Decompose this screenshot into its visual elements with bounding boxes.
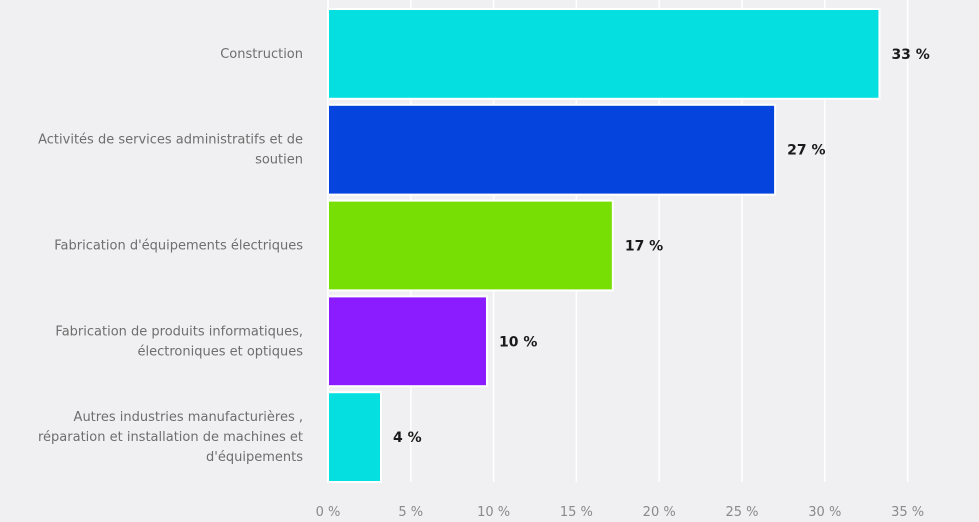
- x-tick-label: 5 %: [398, 505, 423, 520]
- category-label-line: Fabrication d'équipements électriques: [54, 239, 303, 254]
- x-tick-label: 30 %: [808, 505, 841, 520]
- category-label-line: soutien: [255, 153, 303, 168]
- category-label: Activités de services administratifs et …: [38, 133, 303, 168]
- bars: [327, 8, 881, 484]
- category-label-line: électroniques et optiques: [137, 344, 303, 359]
- data-label: 4 %: [393, 430, 422, 446]
- category-label: Construction: [220, 47, 303, 62]
- x-tick-label: 10 %: [477, 505, 510, 520]
- bar: [327, 199, 614, 292]
- data-label: 33 %: [891, 47, 929, 63]
- data-labels: 33 % 27 % 17 % 10 % 4 %: [393, 47, 930, 446]
- category-label-line: Construction: [220, 47, 303, 62]
- category-labels: Construction Activités de services admini…: [38, 47, 303, 465]
- category-label-line: Activités de services administratifs et …: [38, 133, 303, 148]
- bar: [327, 8, 881, 100]
- x-tick-label: 0 %: [316, 505, 341, 520]
- data-label: 27 %: [787, 143, 825, 159]
- data-label: 17 %: [625, 239, 663, 255]
- x-tick-label: 15 %: [560, 505, 593, 520]
- category-label-line: réparation et installation de machines e…: [38, 430, 303, 445]
- x-axis-ticks: 0 %5 %10 %15 %20 %25 %30 %35 %4...: [316, 505, 924, 520]
- category-label: Fabrication de produits informatiques, él…: [55, 324, 303, 359]
- data-label: 10 %: [499, 334, 537, 350]
- bar: [327, 295, 488, 388]
- bar: [327, 103, 777, 196]
- x-tick-label: 25 %: [725, 505, 758, 520]
- category-label-line: Fabrication de produits informatiques,: [55, 324, 303, 339]
- x-tick-label: 35 %: [891, 505, 924, 520]
- category-label-line: Autres industries manufacturières ,: [74, 410, 303, 425]
- category-label: Autres industries manufacturières , répar…: [38, 410, 303, 465]
- bar: [327, 391, 382, 484]
- category-label-line: d'équipements: [206, 450, 303, 465]
- category-label: Fabrication d'équipements électriques: [54, 239, 303, 254]
- x-tick-label: 20 %: [643, 505, 676, 520]
